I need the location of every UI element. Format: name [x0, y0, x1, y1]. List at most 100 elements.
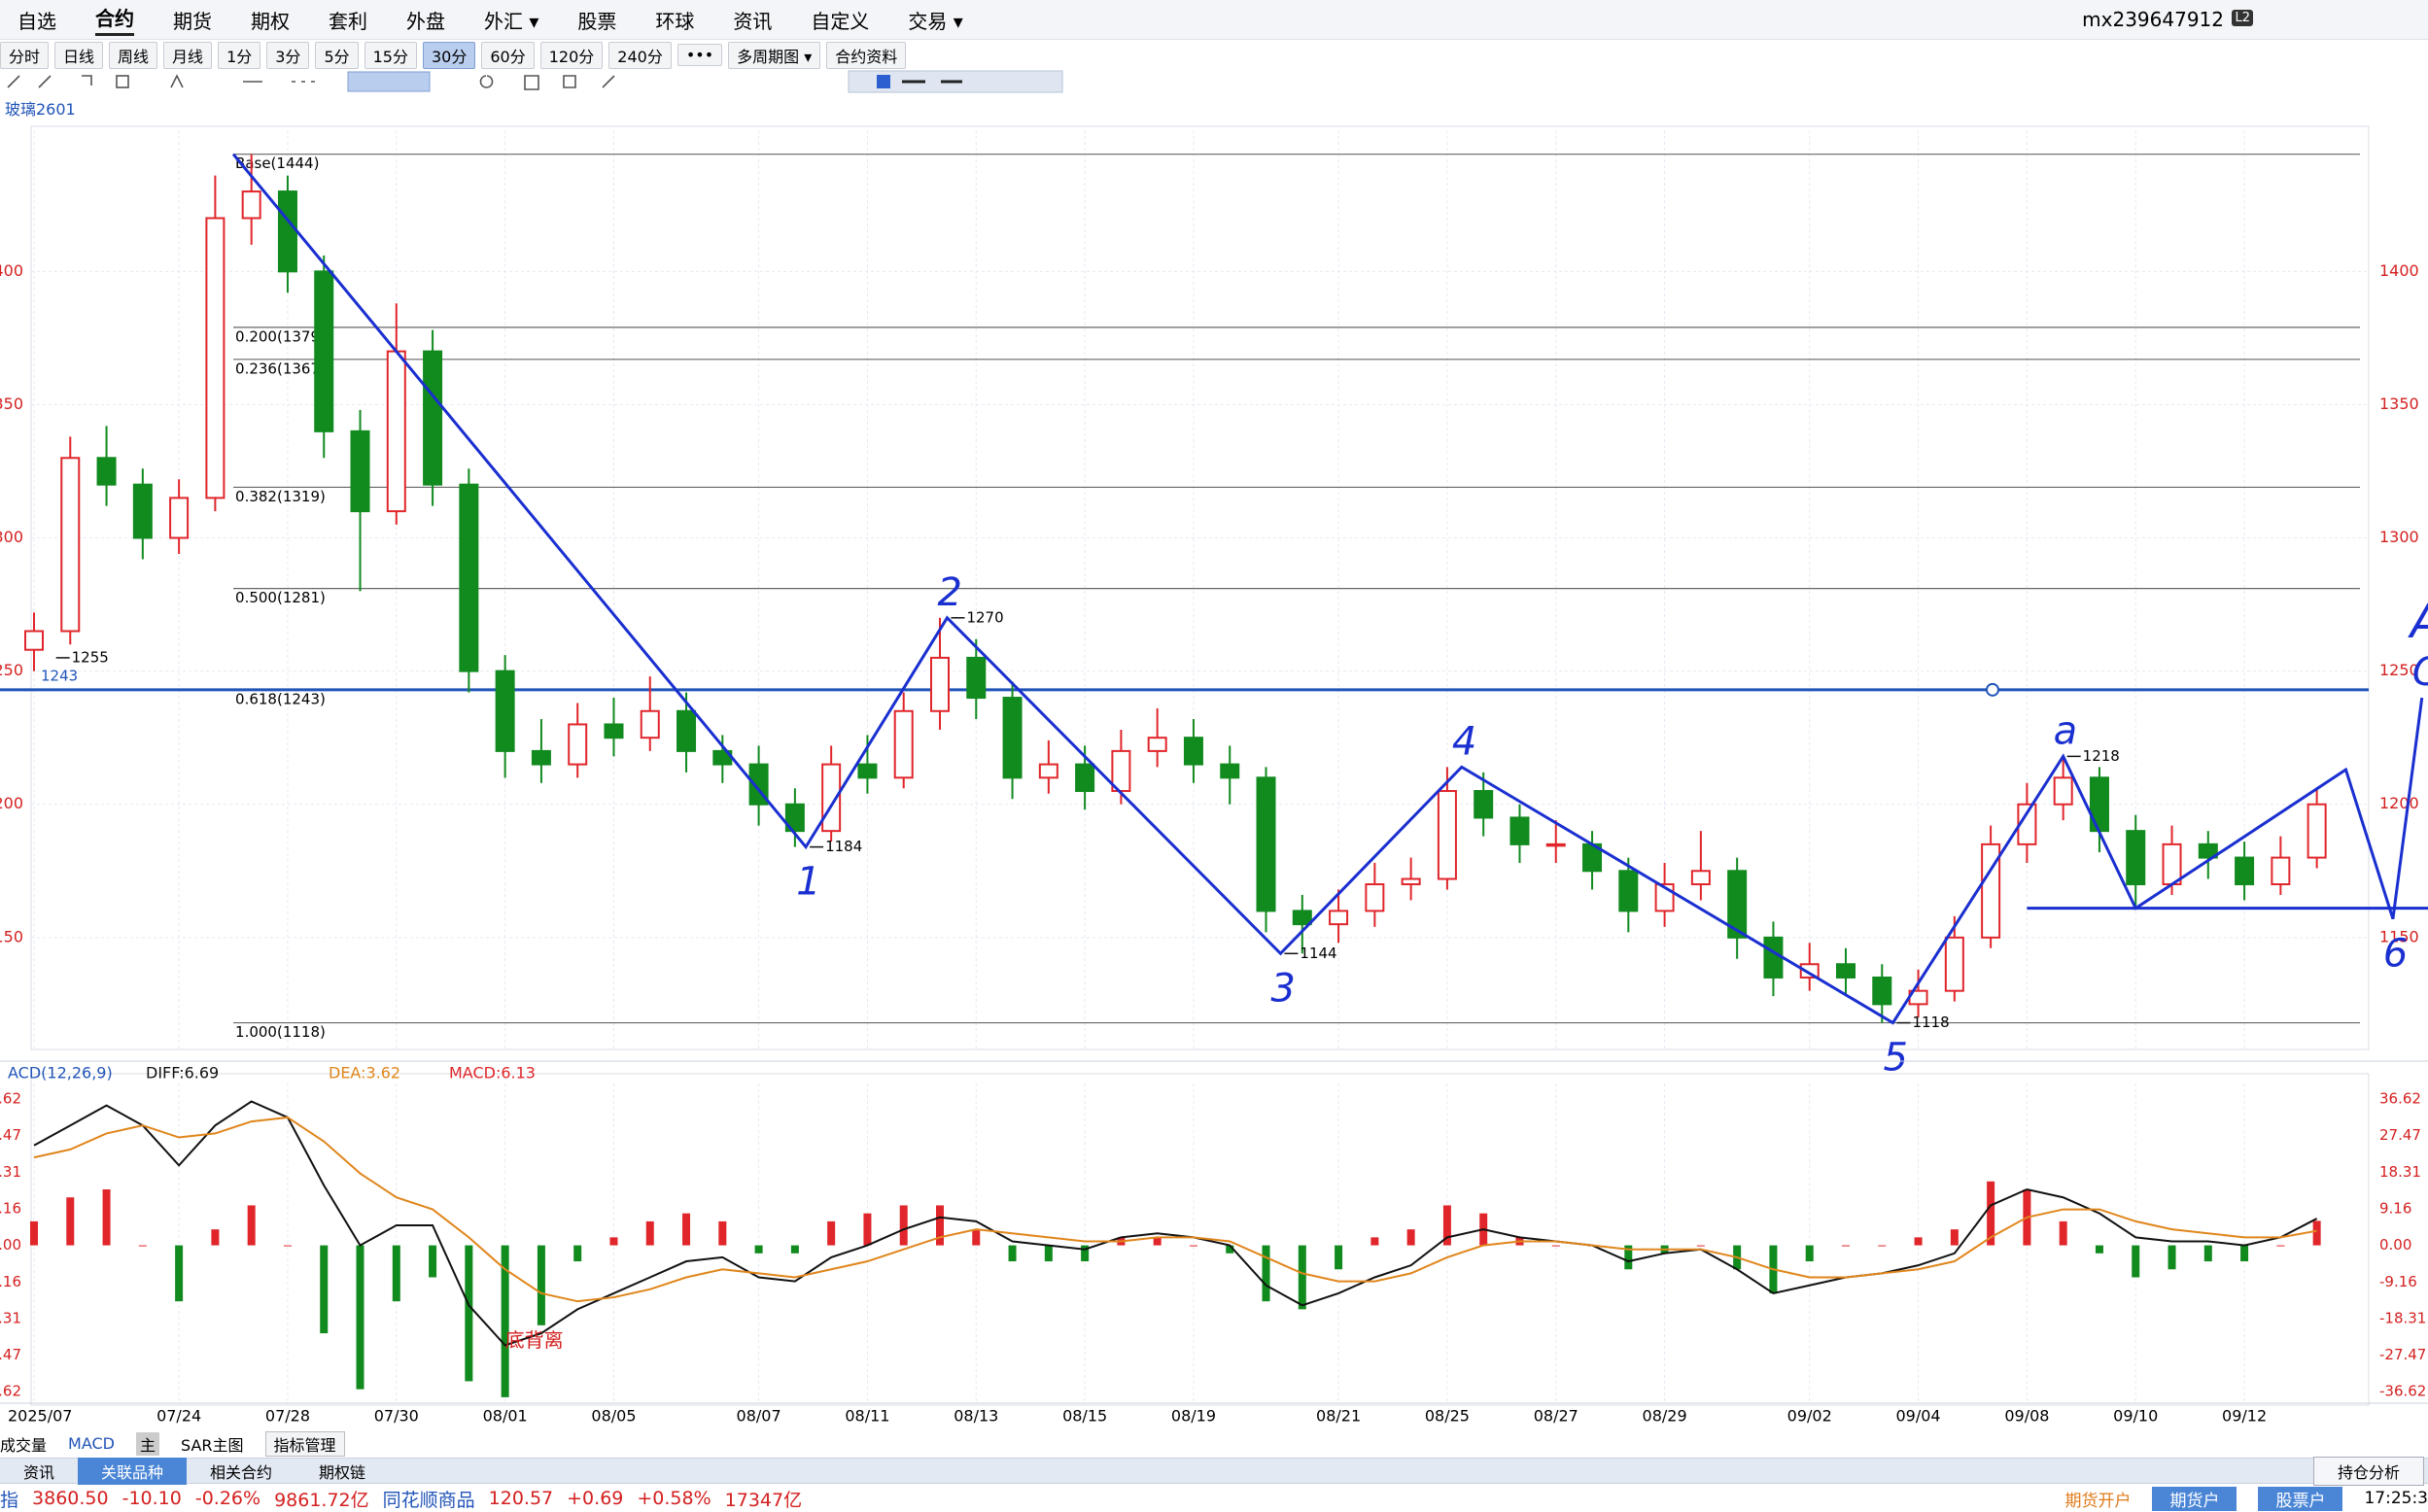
macd-tick-label-left: 0.00 — [0, 1236, 21, 1254]
macd-bar — [645, 1220, 654, 1246]
menu-item[interactable]: 交易 ▾ — [908, 9, 963, 33]
magnet-group[interactable] — [347, 71, 431, 92]
dea-line — [33, 1116, 2317, 1303]
candle-body — [2162, 842, 2182, 885]
period-button[interactable]: 月线 — [163, 41, 213, 69]
y-tick-label-left: 1350 — [0, 395, 23, 413]
macd-bar — [1298, 1245, 1306, 1310]
bottom-tab[interactable]: 关联品种 — [78, 1457, 188, 1485]
macd-bar — [863, 1213, 872, 1246]
macd-bar — [1624, 1245, 1633, 1270]
menu-item[interactable]: 自定义 — [811, 9, 870, 33]
handwritten-label: 1 — [796, 860, 820, 905]
menu-item[interactable]: 外盘 — [406, 9, 445, 33]
candle-body — [2089, 776, 2109, 833]
candle-body — [1075, 763, 1095, 793]
menu-item[interactable]: 期权 — [251, 9, 290, 33]
candle-body — [495, 670, 515, 752]
status-right-item[interactable]: 期货户 — [2152, 1486, 2237, 1511]
color-swatch[interactable] — [877, 75, 890, 88]
period-button[interactable]: 分时 — [0, 41, 50, 69]
indicator-item[interactable]: 成交量 — [0, 1435, 48, 1455]
period-button[interactable]: 120分 — [539, 41, 604, 69]
bottom-tab[interactable]: 相关合约 — [210, 1462, 273, 1482]
period-button[interactable]: 日线 — [54, 41, 104, 69]
status-right-item[interactable]: 股票户 — [2258, 1486, 2343, 1511]
candle-body — [1183, 737, 1203, 766]
position-analysis[interactable]: 持仓分析 — [2312, 1456, 2424, 1486]
candle-body — [1690, 870, 1711, 885]
period-button[interactable]: 15分 — [364, 41, 417, 69]
macd-tick-label-left: 18.31 — [0, 1163, 21, 1181]
menu-item[interactable]: 股票 — [577, 9, 617, 33]
y-tick-label: 1200 — [2379, 794, 2419, 812]
period-button[interactable]: 合约资料 — [826, 41, 907, 69]
menu-item[interactable]: 资讯 — [733, 9, 773, 33]
status-right-item[interactable]: 期货开户 — [2064, 1491, 2132, 1511]
x-tick-label: 08/05 — [591, 1407, 636, 1426]
x-tick-label: 09/08 — [2004, 1407, 2049, 1426]
macd-bar — [1189, 1245, 1197, 1247]
period-button[interactable]: ••• — [676, 44, 723, 66]
y-tick-label: 1250 — [2379, 661, 2419, 679]
macd-bar — [682, 1213, 691, 1246]
period-button[interactable]: 3分 — [266, 41, 310, 69]
period-button[interactable]: 30分 — [423, 41, 476, 69]
candle-body — [2271, 856, 2291, 885]
user-name[interactable]: mx239647912 — [2082, 8, 2224, 31]
candle-body — [1401, 877, 1421, 885]
indicator-item[interactable]: MACD — [68, 1434, 115, 1453]
candle-body — [1437, 790, 1457, 880]
chart-canvas: 1150115012001200125012501300130013501350… — [0, 125, 2428, 1426]
menu-item[interactable]: 套利 — [329, 9, 367, 33]
drawing-toolbar — [0, 68, 2428, 94]
x-tick-label: 08/13 — [954, 1407, 998, 1426]
macd-bar — [320, 1245, 329, 1334]
macd-tick-label-left: 27.47 — [0, 1126, 21, 1144]
candle-body — [1727, 870, 1748, 939]
indicator-item[interactable]: 主 — [135, 1431, 159, 1456]
horizontal-line-label: 1243 — [41, 667, 78, 684]
macd-bar — [1153, 1237, 1162, 1246]
macd-bar — [1081, 1245, 1090, 1262]
macd-tick-label: 36.62 — [2379, 1089, 2421, 1107]
handwritten-label: 2 — [937, 570, 961, 615]
period-button[interactable]: 1分 — [218, 41, 261, 69]
candle-body — [1509, 816, 1530, 845]
period-button[interactable]: 周线 — [109, 41, 158, 69]
x-tick-label: 09/04 — [1896, 1407, 1941, 1426]
menu-item[interactable]: 期货 — [173, 9, 212, 33]
y-tick-label-left: 1150 — [0, 927, 23, 945]
macd-bar — [718, 1220, 727, 1246]
status-item: 9861.72亿 — [274, 1489, 369, 1511]
indicator-item[interactable]: SAR主图 — [181, 1435, 244, 1455]
menu-item[interactable]: 外汇 ▾ — [484, 9, 539, 33]
status-item: 3860.50 — [32, 1488, 109, 1509]
status-item: 17347亿 — [724, 1489, 803, 1511]
status-bar: 指 3860.50 -10.10 -0.26% 9861.72亿 同花顺商品 120.57 +… — [0, 1485, 2428, 1512]
candle-body — [604, 723, 624, 739]
candle-body — [386, 350, 406, 513]
macd-bar — [392, 1245, 400, 1302]
indicator-item[interactable]: 指标管理 — [264, 1430, 345, 1457]
bottom-tab[interactable]: 资讯 — [23, 1462, 55, 1482]
macd-tick-label: -36.62 — [2379, 1383, 2426, 1400]
macd-tick-label-left: -9.16 — [0, 1273, 21, 1290]
candle-body — [241, 190, 261, 220]
macd-bar — [1914, 1237, 1923, 1246]
fib-label: 1.000(1118) — [235, 1023, 326, 1041]
fib-label: 0.500(1281) — [235, 589, 326, 606]
y-tick-label: 1300 — [2379, 528, 2419, 546]
menu-item[interactable]: 自选 — [17, 9, 56, 33]
macd-bar — [138, 1245, 147, 1247]
macd-tick-label: -27.47 — [2379, 1346, 2426, 1363]
period-button[interactable]: 240分 — [608, 41, 672, 69]
bottom-tab[interactable]: 期权链 — [319, 1462, 366, 1482]
menu-item[interactable]: 合约 — [95, 3, 134, 36]
handwritten-label: 6 — [2383, 932, 2408, 977]
period-button[interactable]: 60分 — [481, 41, 535, 69]
menu-item[interactable]: 环球 — [655, 9, 695, 33]
candle-body — [1763, 936, 1784, 979]
period-button[interactable]: 5分 — [315, 41, 359, 69]
period-button[interactable]: 多周期图 ▾ — [728, 41, 821, 69]
